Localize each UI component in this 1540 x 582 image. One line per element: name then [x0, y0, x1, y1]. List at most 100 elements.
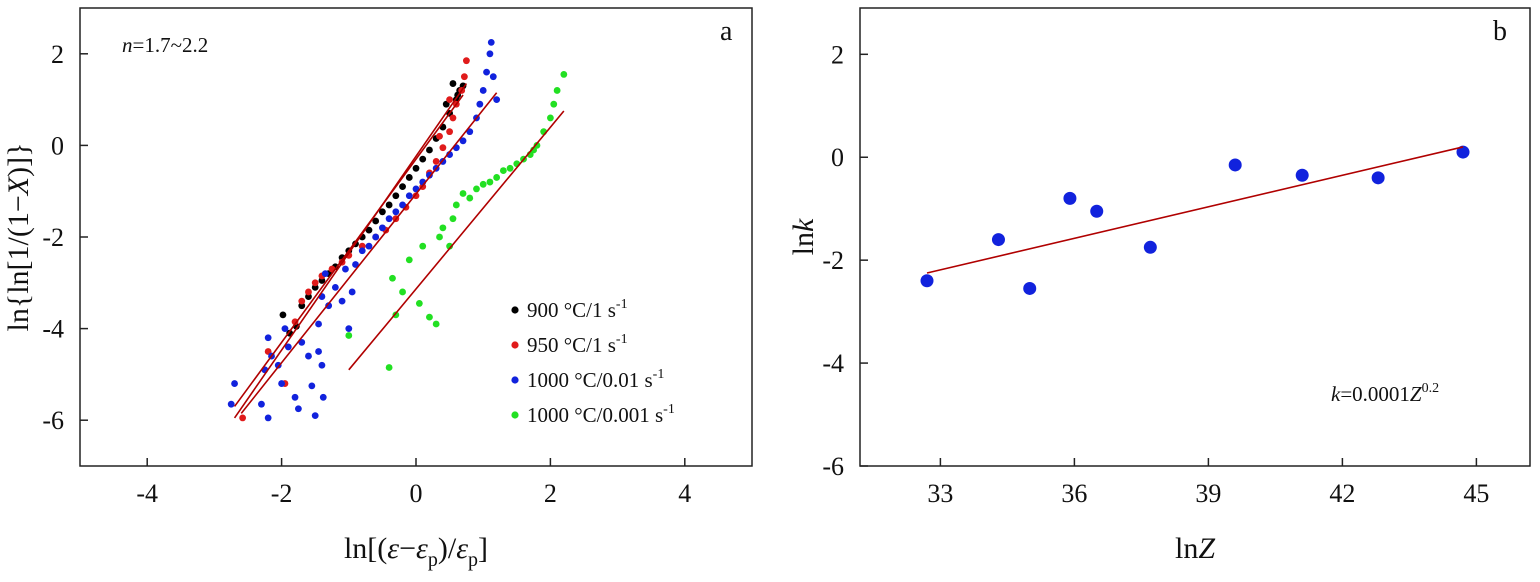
chart-a-series-2-point	[227, 400, 235, 408]
chart-a-ticks: -4 -2 0 2 4 2 0 -2 -4 -6	[42, 40, 691, 508]
chart-a-series-2-point	[345, 325, 353, 332]
chart-a-series-2-point	[486, 50, 494, 58]
chart-b-series-0-point	[1143, 240, 1157, 254]
chart-a-y-tick-label: 2	[51, 40, 64, 69]
chart-a-series-1-point	[460, 73, 468, 81]
chart-a-marks	[227, 38, 568, 422]
chart-b-y-tick-label: 2	[831, 40, 844, 69]
chart-a-series-2-point	[281, 325, 289, 332]
chart-a-series-0-point	[379, 208, 386, 216]
legend-label-1: 950 °C/1 s-1	[527, 332, 628, 357]
chart-a-series-3-point	[415, 300, 423, 307]
chart-a-series-0-point	[399, 183, 406, 191]
chart-a-series-0-fit-line	[233, 83, 468, 419]
chart-a-legend: 900 °C/1 s-1 950 °C/1 s-1 1000 °C/0.01 s-1…	[511, 297, 675, 427]
chart-a-series-2-point	[399, 201, 406, 209]
chart-a-series-3-fit-line	[348, 110, 565, 371]
chart-a-series-0-point	[365, 226, 373, 234]
chart-a-series-2-point	[479, 87, 487, 94]
chart-a-series-1-point	[446, 96, 453, 103]
chart-b-series-0-point	[1063, 191, 1077, 205]
chart-a-series-2-point	[291, 393, 299, 401]
chart-a-series-2-point	[487, 38, 495, 46]
chart-a-series-1-point	[291, 318, 299, 326]
legend-marker-2	[511, 376, 519, 384]
chart-a-series-3-point	[473, 185, 480, 193]
chart-a-series-2-point	[319, 393, 327, 401]
chart-a-y-tick-label: -4	[42, 315, 64, 344]
chart-a-series-3-point	[547, 114, 554, 122]
chart-a-y-tick-label: -6	[42, 406, 64, 435]
chart-a-x-axis-label: ln[(ε−εp)/εp]	[344, 532, 488, 571]
chart-a-series-2-point	[315, 320, 322, 328]
chart-a-series-3-point	[550, 100, 558, 108]
chart-a-series-2-point	[476, 100, 484, 108]
chart-b-series-0-point	[1090, 204, 1104, 218]
chart-a-series-2-point	[315, 348, 322, 355]
legend-marker-3	[511, 411, 519, 419]
chart-a-series-0-point	[392, 192, 400, 200]
chart-a-series-2-point	[338, 297, 346, 305]
chart-a-series-2-point	[405, 192, 413, 200]
chart-a-series-0-point	[405, 174, 413, 181]
chart-a-series-2-point	[284, 343, 292, 351]
chart-a-series-2-point	[231, 380, 238, 387]
chart-b-y-tick-label: 0	[831, 143, 844, 172]
chart-a-series-2-point	[342, 265, 349, 273]
chart-a-series-1-point	[412, 192, 420, 200]
chart-b-x-tick-label: 33	[927, 479, 953, 508]
chart-a-series-3-point	[436, 233, 443, 241]
chart-a-series-2-point	[348, 288, 356, 296]
chart-b-series-0-point	[920, 274, 934, 288]
chart-a-series-3-point	[506, 164, 514, 172]
chart-a-series-2-point	[295, 405, 302, 413]
chart-b-panel-label: b	[1493, 16, 1507, 47]
chart-a-y-axis-label: ln{ln[1/(1−X)]}	[2, 142, 35, 331]
chart-a-series-1-point	[463, 57, 470, 65]
chart-a-series-2-point	[466, 128, 474, 136]
chart-a-series-2-point	[264, 334, 272, 342]
chart-b-x-tick-label: 42	[1329, 479, 1355, 508]
chart-b-series-0-point	[1228, 158, 1242, 172]
chart-a-frame	[79, 7, 753, 467]
chart-b-marks	[920, 145, 1470, 295]
chart-a-series-2-point	[318, 361, 326, 369]
chart-a-series-2-point	[379, 224, 386, 232]
chart-a-series-3-point	[553, 87, 561, 94]
chart-a-series-2-point	[325, 302, 333, 310]
chart-b-frame	[859, 7, 1531, 467]
chart-a-series-2-point	[493, 96, 501, 103]
chart-a-series-3-point	[446, 242, 453, 250]
chart-b-annotation: k=0.0001Z0.2	[1331, 381, 1439, 406]
chart-a-y-tick-label: -2	[42, 223, 64, 252]
chart-a-series-2-point	[358, 247, 366, 255]
chart-a-series-1-point	[436, 132, 443, 140]
chart-a-series-0-point	[372, 217, 380, 225]
chart-a-series-3-point	[560, 71, 568, 78]
chart-a-series-2-point	[352, 261, 359, 268]
chart-a-series-3-point	[432, 320, 440, 328]
chart-a-series-1-point	[305, 288, 312, 296]
chart-a-x-tick-label: 2	[544, 479, 557, 508]
chart-a-series-2-point	[365, 242, 373, 250]
chart-a-series-1-point	[311, 279, 319, 287]
chart-a-series-0-point	[449, 80, 457, 87]
chart-a-y-tick-label: 0	[51, 131, 64, 160]
chart-a-series-3-point	[392, 311, 400, 319]
chart-a-series-0-point	[419, 155, 427, 163]
legend-label-3: 1000 °C/0.001 s-1	[527, 402, 675, 427]
chart-b-x-tick-label: 39	[1195, 479, 1221, 508]
chart-a-series-2-point	[392, 208, 400, 216]
chart-a-series-3-point	[419, 242, 427, 250]
chart-a-series-2-point	[305, 352, 312, 360]
chart-a-series-3-point	[486, 178, 494, 186]
chart-a-series-2-point	[372, 233, 380, 241]
chart-b-x-tick-label: 45	[1463, 479, 1489, 508]
chart-a-series-2-point	[258, 400, 265, 408]
chart-a-annotation: n=1.7~2.2	[122, 33, 208, 57]
chart-a-series-2-point	[321, 270, 329, 278]
chart-a-x-tick-label: -4	[136, 479, 158, 508]
chart-b-y-tick-label: -6	[822, 452, 844, 481]
chart-a-series-2-point	[311, 412, 319, 420]
chart-a-x-tick-label: -2	[271, 479, 293, 508]
